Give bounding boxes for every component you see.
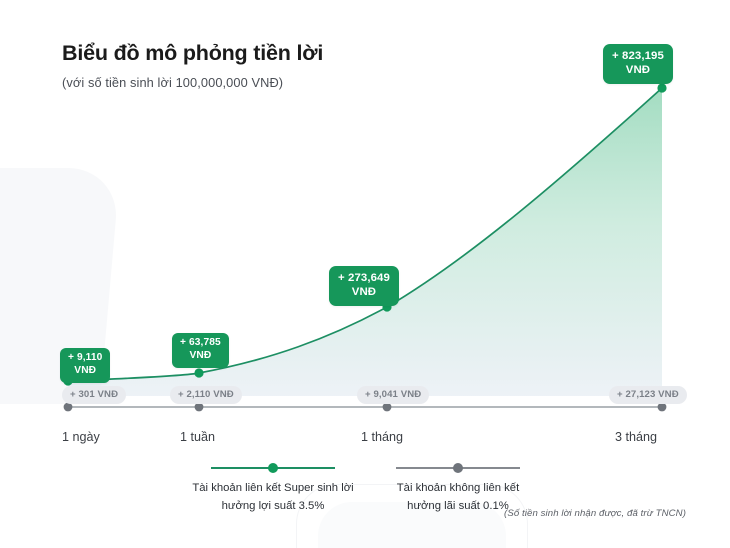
data-point-gray-3-months[interactable] xyxy=(657,402,667,412)
series-line-green xyxy=(67,87,663,382)
page-subtitle: (với số tiền sinh lời 100,000,000 VNĐ) xyxy=(62,74,284,90)
value-badge-green-1-month[interactable]: + 273,649 VNĐ xyxy=(329,266,399,306)
legend-label-line2: hưởng lợi suất 3.5% xyxy=(221,499,325,512)
axis-tick-label-1-month: 1 tháng xyxy=(361,430,404,444)
axis-tick-label-1-day: 1 ngày xyxy=(62,430,100,444)
legend-item-khong-lien-ket[interactable]: Tài khoản không liên kết hưởng lãi suất … xyxy=(353,462,563,515)
legend-label-line2: hưởng lãi suất 0.1% xyxy=(407,499,509,512)
chart-legend: Tài khoản liên kết Super sinh lời hưởng … xyxy=(0,462,730,522)
legend-dot-icon xyxy=(453,463,463,473)
axis-tick-label-1-week: 1 tuần xyxy=(180,430,216,444)
axis-tick-label-3-months: 3 tháng xyxy=(615,430,658,444)
value-badge-green-1-day[interactable]: + 9,110 VNĐ xyxy=(60,348,111,383)
value-badge-currency: VNĐ xyxy=(74,364,97,376)
page-title: Biểu đồ mô phỏng tiền lời xyxy=(62,41,324,65)
data-point-green-1-week[interactable] xyxy=(194,368,204,378)
legend-dot-icon xyxy=(268,463,278,473)
value-badge-green-3-months[interactable]: + 823,195 VNĐ xyxy=(603,44,673,84)
chart-header: Biểu đồ mô phỏng tiền lời (với số tiền s… xyxy=(62,40,323,90)
value-badge-gray-3-months[interactable]: + 27,123 VNĐ xyxy=(609,386,687,404)
data-point-green-3-months[interactable] xyxy=(657,83,667,93)
legend-label-line1: Tài khoản liên kết Super sinh lời xyxy=(192,482,354,494)
value-badge-currency: VNĐ xyxy=(625,64,651,77)
chart-footnote: (Số tiền sinh lời nhận được, đã trừ TNCN… xyxy=(504,508,686,519)
legend-swatch-gray xyxy=(396,462,520,474)
value-badge-amount: + 9,110 xyxy=(68,352,103,363)
value-badge-amount: + 273,649 xyxy=(338,272,390,284)
value-badge-gray-1-week[interactable]: + 2,110 VNĐ xyxy=(170,386,242,404)
value-badge-amount: + 63,785 xyxy=(180,337,221,348)
value-badge-green-1-week[interactable]: + 63,785 VNĐ xyxy=(172,333,229,368)
value-badge-currency: VNĐ xyxy=(351,286,377,299)
data-point-gray-1-day[interactable] xyxy=(63,402,73,412)
legend-label-line1: Tài khoản không liên kết xyxy=(396,482,520,494)
series-area-green xyxy=(68,88,662,396)
data-point-gray-1-week[interactable] xyxy=(194,402,204,412)
value-badge-amount: + 823,195 xyxy=(612,50,664,62)
legend-swatch-green xyxy=(211,462,335,474)
value-badge-currency: VNĐ xyxy=(189,349,212,361)
legend-item-super-sinh-loi[interactable]: Tài khoản liên kết Super sinh lời hưởng … xyxy=(168,462,378,515)
data-point-gray-1-month[interactable] xyxy=(382,402,392,412)
value-badge-gray-1-day[interactable]: + 301 VNĐ xyxy=(62,386,127,404)
value-badge-gray-1-month[interactable]: + 9,041 VNĐ xyxy=(357,386,430,404)
